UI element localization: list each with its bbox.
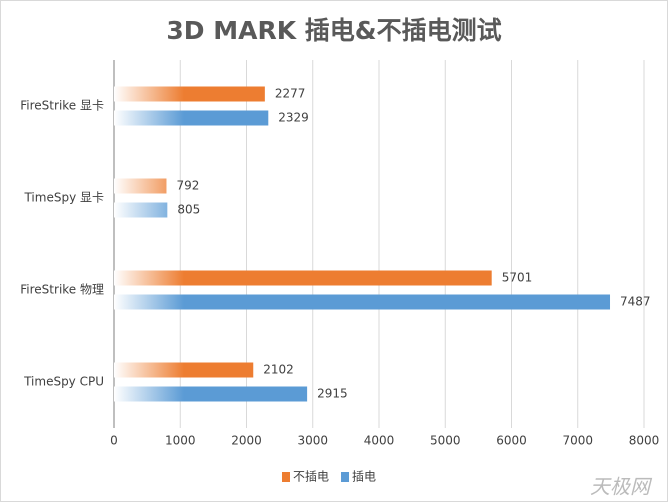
x-tick-label: 3000 xyxy=(297,434,328,448)
y-tick-label: TimeSpy CPU xyxy=(23,375,104,389)
bar xyxy=(114,294,611,310)
bar xyxy=(114,86,265,102)
legend-label: 插电 xyxy=(352,470,376,484)
y-tick-label: FireStrike 显卡 xyxy=(20,99,104,113)
x-tick-label: 2000 xyxy=(231,434,262,448)
watermark: 天极网 xyxy=(590,475,653,499)
x-tick-label: 1000 xyxy=(165,434,196,448)
value-label: 5701 xyxy=(502,271,533,285)
y-tick-label: FireStrike 物理 xyxy=(20,283,104,297)
bar xyxy=(114,202,168,218)
legend-swatch xyxy=(282,472,290,482)
x-tick-label: 6000 xyxy=(496,434,527,448)
y-tick-label: TimeSpy 显卡 xyxy=(23,191,104,205)
legend-label: 不插电 xyxy=(293,470,329,484)
x-tick-label: 8000 xyxy=(629,434,660,448)
bar xyxy=(114,270,492,286)
value-label: 2277 xyxy=(275,87,306,101)
value-label: 2102 xyxy=(263,363,294,377)
x-tick-label: 5000 xyxy=(430,434,461,448)
value-label: 2329 xyxy=(278,111,309,125)
bar xyxy=(114,178,167,194)
x-tick-label: 4000 xyxy=(364,434,395,448)
bar xyxy=(114,110,269,126)
bar xyxy=(114,362,254,378)
x-tick-label: 0 xyxy=(110,434,118,448)
legend-swatch xyxy=(341,472,350,482)
value-label: 792 xyxy=(176,179,199,193)
value-label: 7487 xyxy=(620,295,651,309)
value-label: 2915 xyxy=(317,387,348,401)
x-tick-label: 7000 xyxy=(562,434,593,448)
bar xyxy=(114,386,308,402)
chart-title: 3D MARK 插电&不插电测试 xyxy=(166,16,501,45)
value-label: 805 xyxy=(177,203,200,217)
